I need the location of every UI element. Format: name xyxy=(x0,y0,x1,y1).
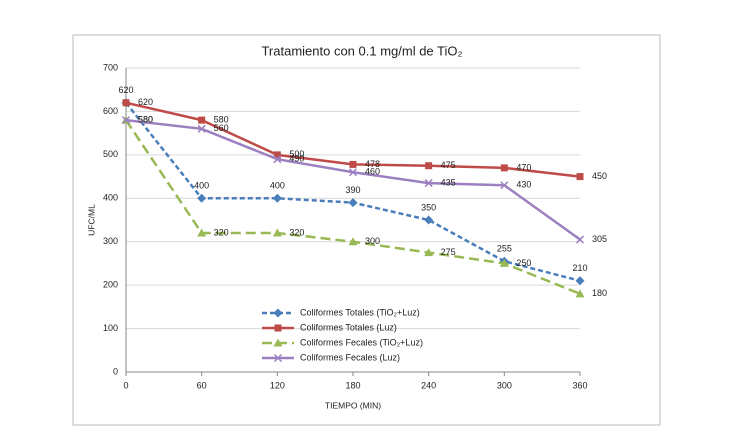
marker xyxy=(272,228,282,237)
marker xyxy=(272,193,282,203)
data-label: 320 xyxy=(289,227,304,237)
data-label: 400 xyxy=(194,181,209,191)
marker xyxy=(197,193,207,203)
marker xyxy=(197,228,207,237)
legend-label: Coliformes Totales (Luz) xyxy=(300,322,397,332)
legend-label: Coliformes Totales (TiO₂+Luz) xyxy=(300,307,420,317)
data-label: 460 xyxy=(365,167,380,177)
marker xyxy=(348,168,358,177)
marker xyxy=(348,237,358,246)
marker xyxy=(273,155,282,164)
data-label: 435 xyxy=(441,177,456,187)
data-label: 500 xyxy=(289,149,304,159)
marker xyxy=(576,173,584,181)
data-label: 300 xyxy=(365,236,380,246)
x-tick-label: 300 xyxy=(497,380,512,390)
data-label: 320 xyxy=(214,227,229,237)
y-tick-label: 200 xyxy=(103,280,118,290)
data-label: 478 xyxy=(365,159,380,169)
legend-marker xyxy=(273,308,283,318)
data-label: 560 xyxy=(214,123,229,133)
marker xyxy=(424,215,434,225)
data-label: 275 xyxy=(441,247,456,257)
y-axis-title: UFC/ML xyxy=(86,204,96,236)
data-label: 620 xyxy=(138,97,153,107)
y-tick-label: 500 xyxy=(103,149,118,159)
data-label: 400 xyxy=(270,181,285,191)
legend-marker xyxy=(273,338,283,347)
x-tick-label: 240 xyxy=(421,380,436,390)
x-tick-label: 180 xyxy=(345,380,360,390)
data-label: 210 xyxy=(572,263,587,273)
marker xyxy=(425,162,433,170)
data-label: 490 xyxy=(289,154,304,164)
data-label: 470 xyxy=(516,162,531,172)
data-label: 580 xyxy=(214,114,229,124)
data-label: 390 xyxy=(345,185,360,195)
marker xyxy=(121,116,131,125)
data-label: 620 xyxy=(118,85,133,95)
marker xyxy=(500,181,509,190)
data-label: 255 xyxy=(497,244,512,254)
data-label: 450 xyxy=(592,171,607,181)
chart-frame xyxy=(72,34,661,426)
marker xyxy=(499,258,509,267)
marker xyxy=(273,151,281,159)
marker xyxy=(424,179,433,188)
y-tick-label: 300 xyxy=(103,236,118,246)
y-tick-label: 700 xyxy=(103,62,118,72)
legend-label: Coliformes Fecales (TiO₂+Luz) xyxy=(300,337,423,347)
legend-marker xyxy=(274,324,282,332)
x-tick-label: 0 xyxy=(123,380,128,390)
y-tick-label: 400 xyxy=(103,193,118,203)
y-tick-label: 100 xyxy=(103,323,118,333)
marker xyxy=(348,198,358,208)
data-label: 580 xyxy=(138,114,153,124)
y-tick-label: 0 xyxy=(113,366,118,376)
data-label: 305 xyxy=(592,234,607,244)
data-label: 250 xyxy=(516,258,531,268)
marker xyxy=(575,235,585,244)
chart-title: Tratamiento con 0.1 mg/ml de TiO₂ xyxy=(261,43,462,58)
x-tick-label: 360 xyxy=(572,380,587,390)
y-tick-label: 600 xyxy=(103,106,118,116)
marker xyxy=(197,124,206,133)
legend-label: Coliformes Fecales (Luz) xyxy=(300,352,400,362)
data-label: 580 xyxy=(138,114,153,124)
x-axis-title: TIEMPO (MIN) xyxy=(325,400,381,410)
data-label: 430 xyxy=(516,180,531,190)
marker xyxy=(575,276,585,286)
marker xyxy=(424,248,434,257)
marker xyxy=(575,289,585,298)
x-tick-label: 120 xyxy=(270,380,285,390)
marker xyxy=(500,164,508,172)
data-label: 180 xyxy=(592,288,607,298)
x-tick-label: 60 xyxy=(197,380,207,390)
data-label: 350 xyxy=(421,202,436,212)
marker xyxy=(349,160,357,168)
legend-marker xyxy=(273,353,283,363)
data-label: 475 xyxy=(441,160,456,170)
marker xyxy=(122,99,130,107)
marker xyxy=(198,116,206,124)
